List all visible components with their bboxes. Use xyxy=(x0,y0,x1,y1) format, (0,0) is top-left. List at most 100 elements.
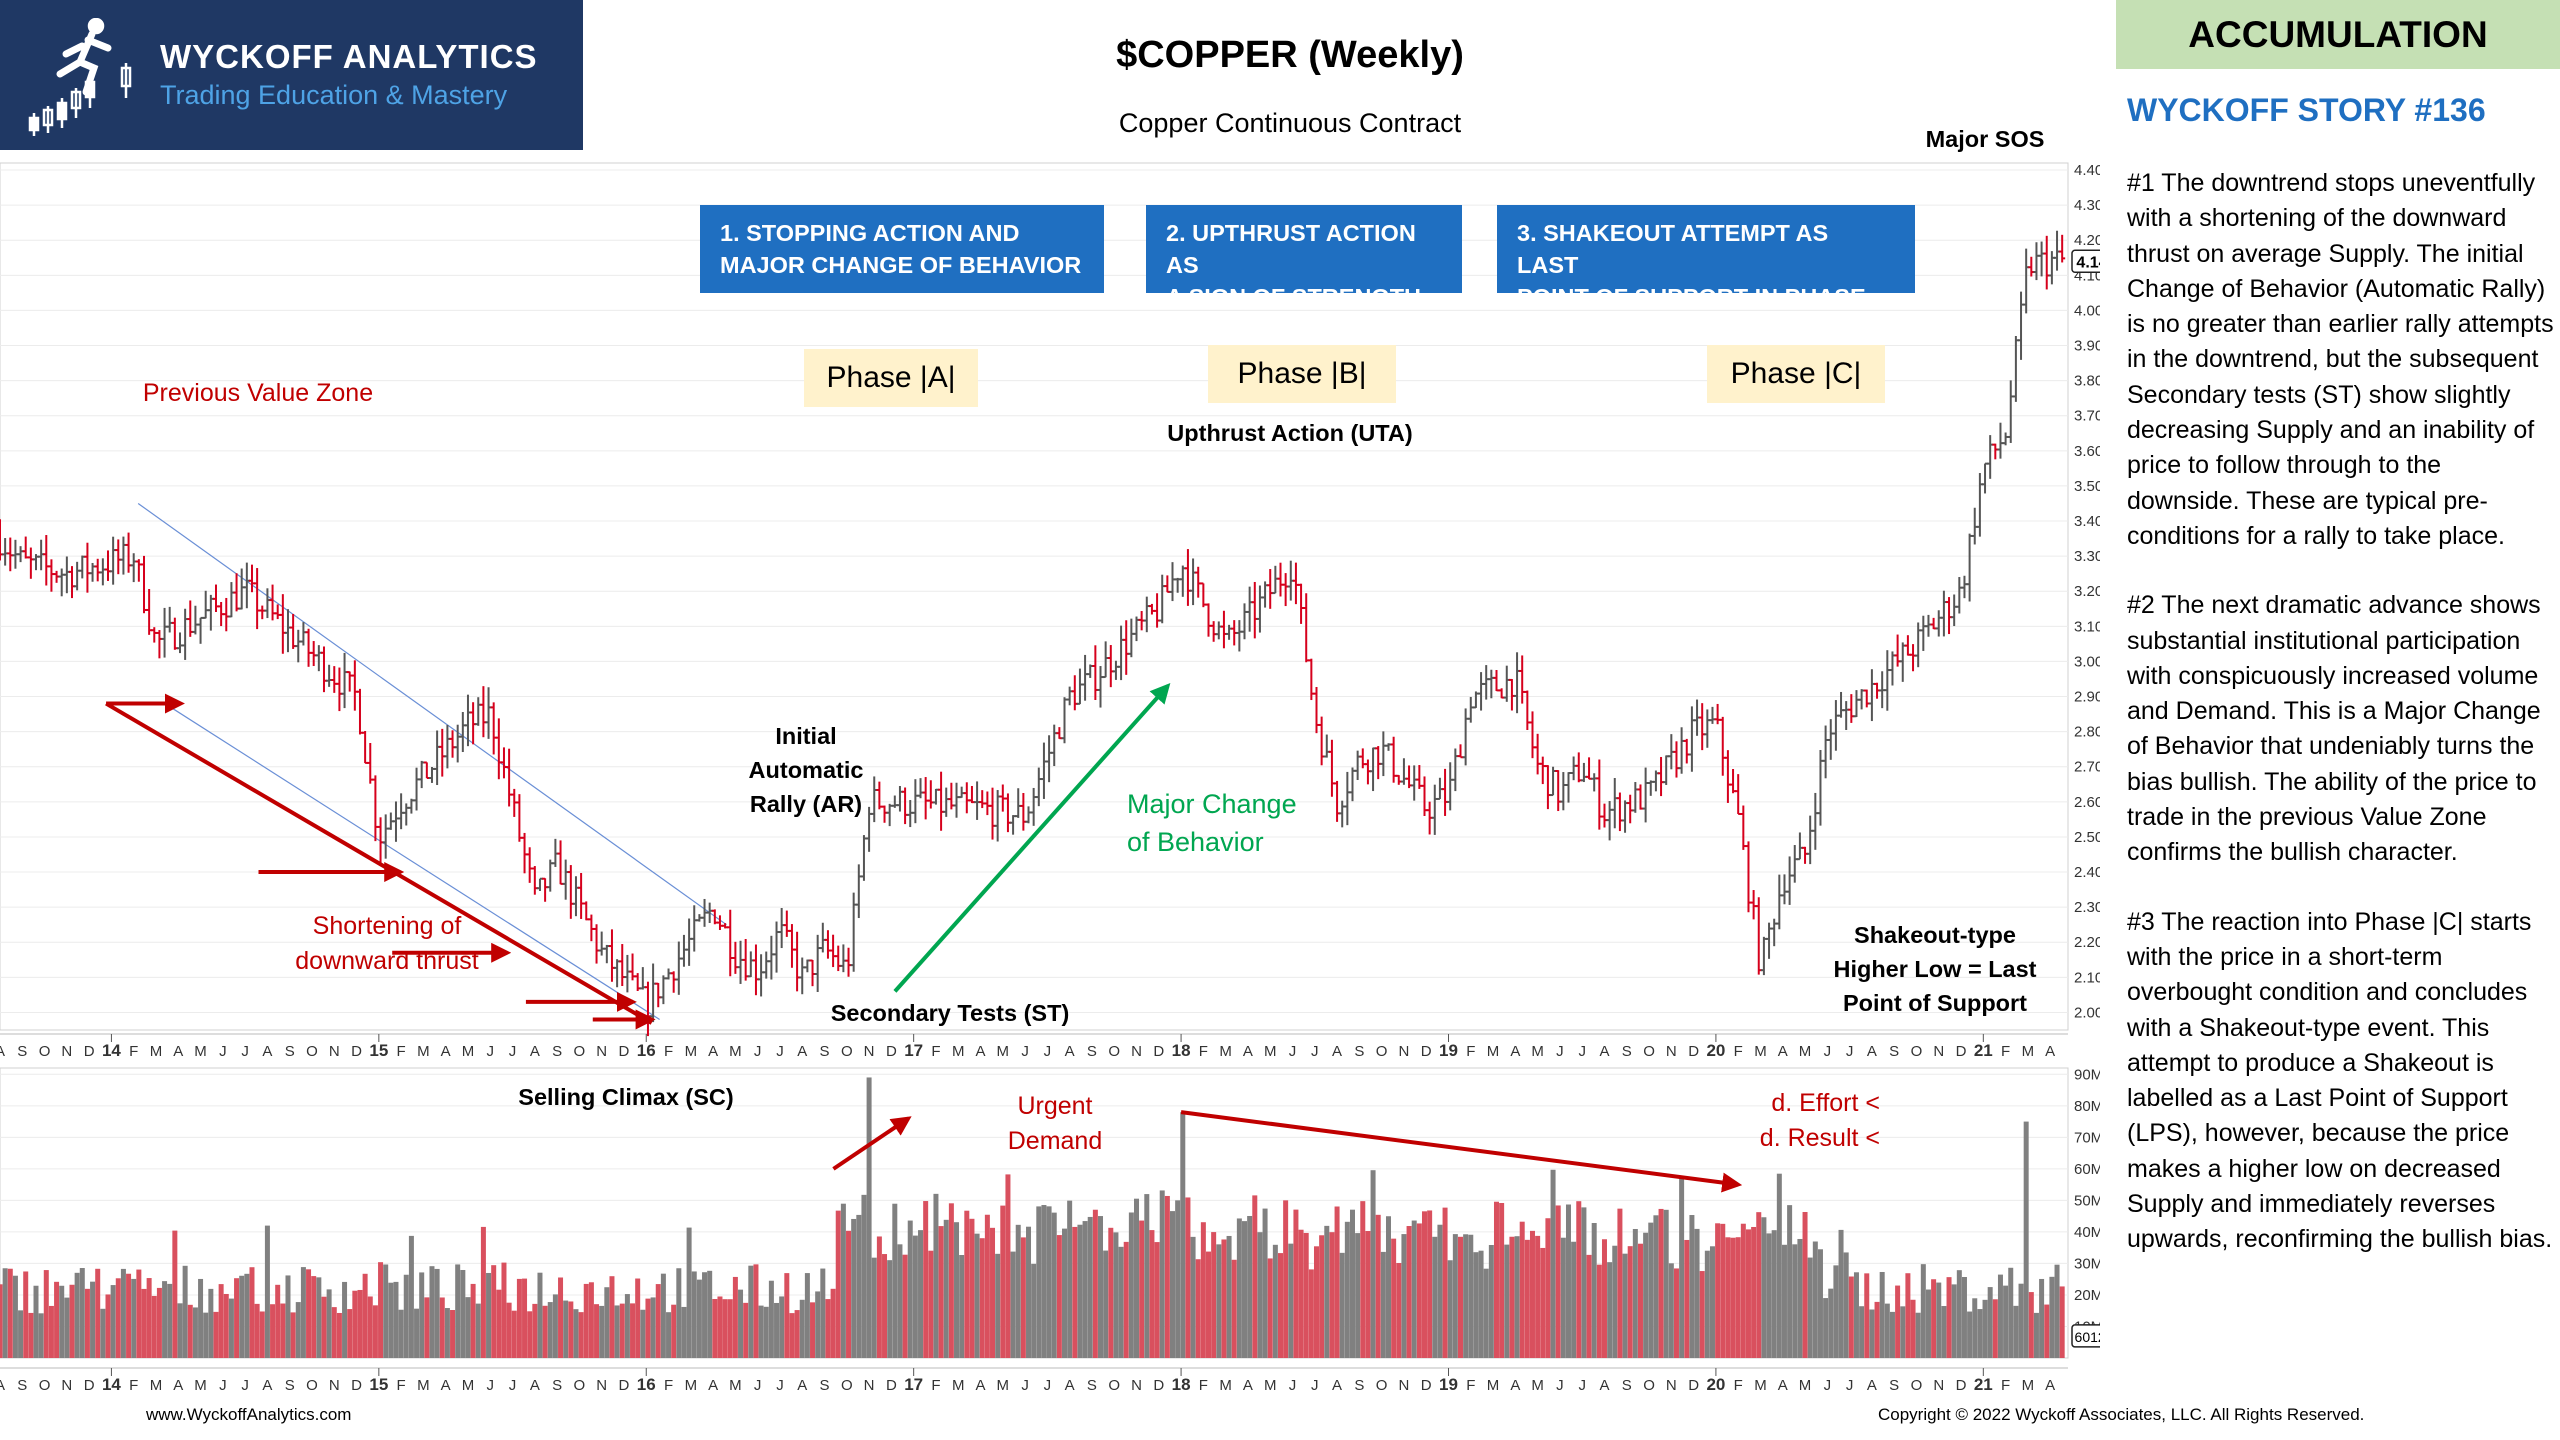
volume-bar xyxy=(1313,1246,1319,1358)
volume-bar xyxy=(2054,1264,2060,1358)
volume-bar xyxy=(887,1260,893,1358)
x-month-label: J xyxy=(1289,1043,1297,1060)
volume-bar xyxy=(1637,1243,1643,1358)
volume-bar xyxy=(933,1193,939,1358)
volume-bar xyxy=(115,1278,121,1358)
x-month-label: O xyxy=(1108,1043,1120,1060)
major-change-of-behavior-label: Major Change of Behavior xyxy=(1127,785,1347,861)
volume-bar xyxy=(131,1278,137,1358)
x-month-label: S xyxy=(1087,1043,1097,1060)
x-month-label: F xyxy=(397,1043,406,1060)
volume-bar xyxy=(748,1265,754,1358)
volume-bar xyxy=(1051,1212,1057,1358)
volume-bar xyxy=(1653,1215,1659,1358)
volume-bar xyxy=(1524,1239,1530,1358)
price-tick-label: 2.70 xyxy=(2074,759,2100,776)
volume-bar xyxy=(1401,1234,1407,1358)
volume-bar xyxy=(1781,1244,1787,1358)
phase-c-label: Phase |C| xyxy=(1707,345,1885,403)
volume-bar xyxy=(419,1272,425,1358)
volume-bar xyxy=(851,1218,857,1358)
volume-bar xyxy=(1221,1239,1227,1358)
volume-bar xyxy=(2,1268,8,1358)
volume-bar xyxy=(167,1283,173,1358)
runner-candlestick-icon xyxy=(28,18,132,136)
volume-bar xyxy=(1715,1223,1721,1358)
volume-bar xyxy=(1463,1234,1469,1358)
phase-box-1-line-2: MAJOR CHANGE OF BEHAVIOR xyxy=(720,252,1082,278)
volume-bar xyxy=(1087,1216,1093,1358)
volume-bar xyxy=(1596,1264,1602,1358)
urgent-demand-label: Urgent Demand xyxy=(985,1089,1125,1159)
shortening-diagonal xyxy=(105,701,653,1025)
volume-bar xyxy=(948,1203,954,1358)
volume-bar xyxy=(1216,1244,1222,1358)
x-month-label: O xyxy=(1376,1377,1388,1394)
x-month-label: A xyxy=(976,1377,986,1394)
x-month-label: A xyxy=(976,1043,986,1060)
volume-bar xyxy=(516,1278,522,1358)
volume-bar xyxy=(1591,1223,1597,1358)
x-month-label: J xyxy=(1556,1043,1564,1060)
volume-bar xyxy=(1247,1215,1253,1358)
x-month-label: S xyxy=(1889,1377,1899,1394)
volume-bar xyxy=(126,1273,132,1358)
volume-bar xyxy=(1000,1205,1006,1358)
volume-bar xyxy=(264,1225,270,1358)
x-month-label: J xyxy=(776,1043,784,1060)
volume-bar xyxy=(1170,1211,1176,1358)
volume-bar xyxy=(1812,1241,1818,1358)
x-month-label: O xyxy=(306,1043,318,1060)
volume-bar xyxy=(1231,1259,1237,1358)
x-month-label: S xyxy=(1889,1043,1899,1060)
x-month-label: F xyxy=(129,1043,138,1060)
volume-bar xyxy=(1735,1237,1741,1358)
volume-bar xyxy=(1720,1223,1726,1358)
volume-bar xyxy=(691,1271,697,1358)
story-title: WYCKOFF STORY #136 xyxy=(2127,92,2486,128)
volume-bar xyxy=(182,1265,188,1358)
volume-tick-label: 30M xyxy=(2074,1255,2100,1272)
volume-bar xyxy=(1967,1311,1973,1358)
volume-bar xyxy=(1026,1226,1032,1358)
volume-bar xyxy=(1164,1195,1170,1358)
volume-bar xyxy=(1915,1312,1921,1358)
volume-bar xyxy=(1992,1299,1998,1358)
last-volume-tag xyxy=(2071,1324,2100,1348)
x-month-label: A xyxy=(530,1377,540,1394)
volume-bar xyxy=(1997,1274,2003,1358)
volume-bar xyxy=(187,1304,193,1358)
price-tick-label: 2.60 xyxy=(2074,794,2100,811)
volume-bar xyxy=(1344,1221,1350,1358)
volume-bar xyxy=(1442,1207,1448,1358)
x-month-label: J xyxy=(1311,1043,1319,1060)
volume-bar xyxy=(84,1288,90,1358)
x-month-label: N xyxy=(329,1043,340,1060)
volume-bar xyxy=(1349,1209,1355,1358)
volume-bar xyxy=(799,1299,805,1358)
x-month-label: J xyxy=(1021,1043,1029,1060)
volume-bar xyxy=(2033,1312,2039,1358)
volume-bar xyxy=(33,1285,39,1358)
volume-bar xyxy=(702,1272,708,1358)
volume-bar xyxy=(1159,1190,1165,1358)
volume-bar xyxy=(470,1283,476,1358)
x-month-label: F xyxy=(664,1043,673,1060)
volume-bar xyxy=(162,1281,168,1358)
volume-bar xyxy=(1560,1237,1566,1358)
volume-bar xyxy=(1278,1253,1284,1358)
x-month-label: D xyxy=(1421,1043,1432,1060)
volume-bar xyxy=(1005,1174,1011,1358)
volume-tick-label: 40M xyxy=(2074,1224,2100,1241)
x-month-label: N xyxy=(864,1377,875,1394)
volume-bar xyxy=(938,1226,944,1358)
volume-bar xyxy=(619,1303,625,1358)
volume-bar xyxy=(90,1281,96,1358)
volume-bar xyxy=(311,1276,317,1358)
volume-bar xyxy=(352,1290,358,1358)
volume-bar xyxy=(1236,1218,1242,1358)
volume-bar xyxy=(1658,1208,1664,1358)
volume-bar xyxy=(496,1289,502,1358)
x-year-label: 18 xyxy=(1172,1041,1191,1060)
volume-bar xyxy=(1745,1229,1751,1358)
